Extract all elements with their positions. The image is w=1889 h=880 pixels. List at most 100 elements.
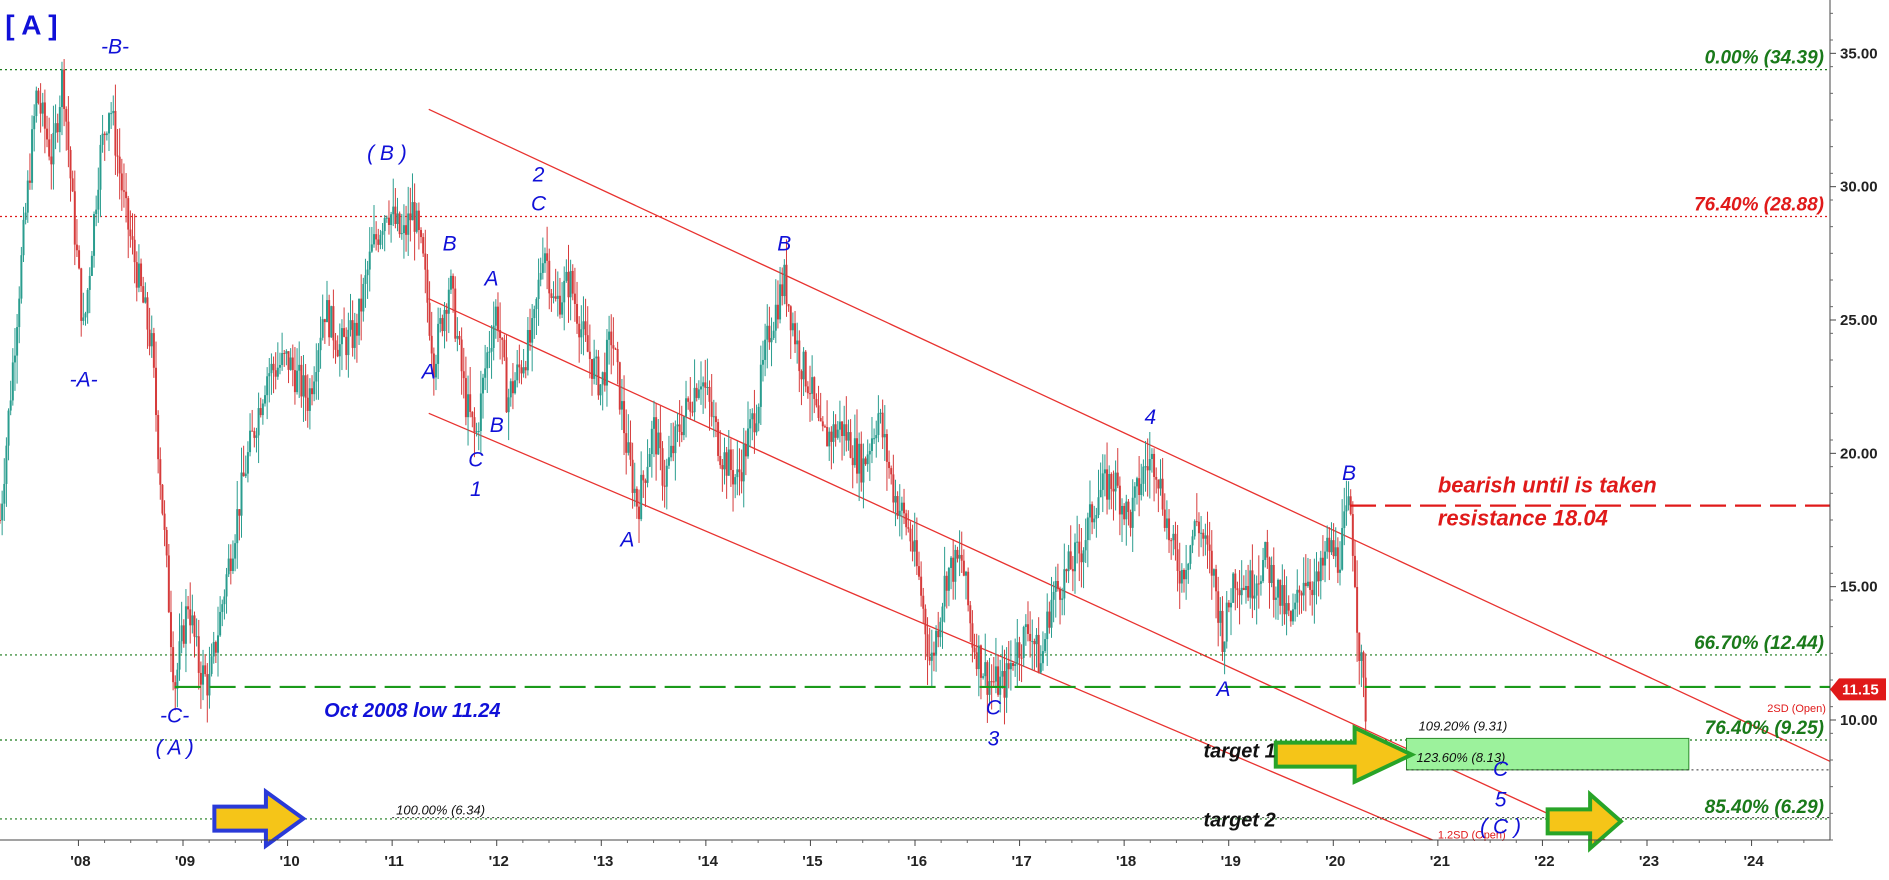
candle-body [742, 443, 745, 482]
candle-body [454, 288, 457, 339]
candle-body [281, 353, 284, 365]
candle-body [1003, 671, 1006, 698]
candle-body [926, 634, 929, 657]
candle-body [999, 676, 1002, 695]
candle-body [772, 330, 775, 338]
arrow-shape [1545, 789, 1624, 853]
candle-body [107, 113, 110, 134]
candle-body [1326, 537, 1329, 552]
wave-label: B [777, 233, 791, 256]
candle-body [1031, 641, 1034, 643]
candle-body [122, 190, 125, 192]
candle-body [1071, 569, 1074, 572]
candle-body [202, 665, 205, 685]
candle-body [922, 595, 925, 609]
candle-body [1084, 540, 1087, 551]
candle-body [445, 309, 448, 314]
candle-body [58, 107, 61, 133]
candle-body [1206, 535, 1209, 545]
candle-body [796, 340, 799, 345]
candle-body [118, 156, 121, 174]
candle-body [1330, 540, 1333, 553]
candle-body [1165, 518, 1168, 528]
candle-body [150, 333, 153, 347]
candle-body [332, 306, 335, 341]
candle-body [1189, 545, 1192, 564]
candle-body [1272, 564, 1275, 600]
candle-body [114, 110, 117, 156]
candle-body [965, 571, 968, 576]
candle-body [336, 349, 339, 357]
candle-body [791, 323, 794, 331]
candle-body [503, 339, 506, 358]
candle-body [1236, 588, 1239, 591]
candle-body [1347, 496, 1350, 506]
candle-body [945, 575, 948, 591]
x-tick-label: '18 [1116, 853, 1136, 870]
candle-body [33, 116, 36, 130]
candle-body [584, 321, 587, 336]
candle-body [605, 339, 608, 386]
candle-body [73, 191, 76, 245]
candle-body [1076, 541, 1079, 543]
candle-body [1281, 585, 1284, 606]
candle-body [1309, 581, 1312, 590]
candle-body [184, 606, 187, 644]
candle-body [191, 615, 194, 626]
candle-body [971, 623, 974, 648]
candle-body [554, 296, 557, 299]
candle-body [1345, 505, 1348, 512]
candle-body [571, 270, 574, 294]
candle-body [932, 652, 935, 656]
candle-body [642, 474, 645, 481]
candle-body [1204, 535, 1207, 539]
candle-body [1339, 569, 1342, 573]
candle-body [148, 329, 151, 347]
candle-body [1315, 571, 1318, 582]
candle-body [832, 424, 835, 442]
candle-body [373, 234, 376, 245]
candle-body [1332, 540, 1335, 557]
candle-body [1219, 610, 1222, 623]
candle-body [595, 356, 598, 359]
candle-body [1097, 497, 1100, 516]
candle-body [39, 103, 42, 114]
candle-body [65, 108, 68, 122]
candle-body [774, 304, 777, 331]
candle-body [1227, 602, 1230, 608]
candle-body [1041, 651, 1044, 664]
candle-body [116, 155, 119, 157]
candle-body [133, 239, 136, 263]
candle-body [941, 606, 944, 622]
candle-body [1168, 518, 1171, 541]
candle-body [1108, 474, 1111, 500]
candle-body [144, 297, 147, 303]
candle-body [875, 435, 878, 439]
candle-body [293, 370, 296, 393]
candle-body [657, 432, 660, 455]
candle-body [240, 472, 243, 516]
fib-level-label: 85.40% (6.29) [1705, 797, 1824, 818]
candle-body [449, 275, 452, 290]
candle-body [1012, 662, 1015, 666]
candle-body [1114, 472, 1117, 492]
candle-body [789, 306, 792, 331]
candle-body [46, 128, 49, 140]
candle-body [387, 217, 390, 225]
candle-body [714, 416, 717, 423]
candle-body [216, 635, 219, 653]
candle-body [1037, 634, 1040, 673]
candle-body [24, 212, 27, 220]
candle-body [311, 388, 314, 395]
candle-body [541, 263, 544, 273]
candle-body [956, 549, 959, 559]
candle-body [370, 244, 373, 252]
candle-body [614, 348, 617, 350]
candle-body [1302, 582, 1305, 596]
candle-body [244, 473, 247, 477]
candle-body [845, 424, 848, 441]
candle-body [518, 364, 521, 368]
candle-body [67, 121, 70, 150]
channel-line [428, 412, 1433, 841]
candle-body [695, 387, 698, 398]
